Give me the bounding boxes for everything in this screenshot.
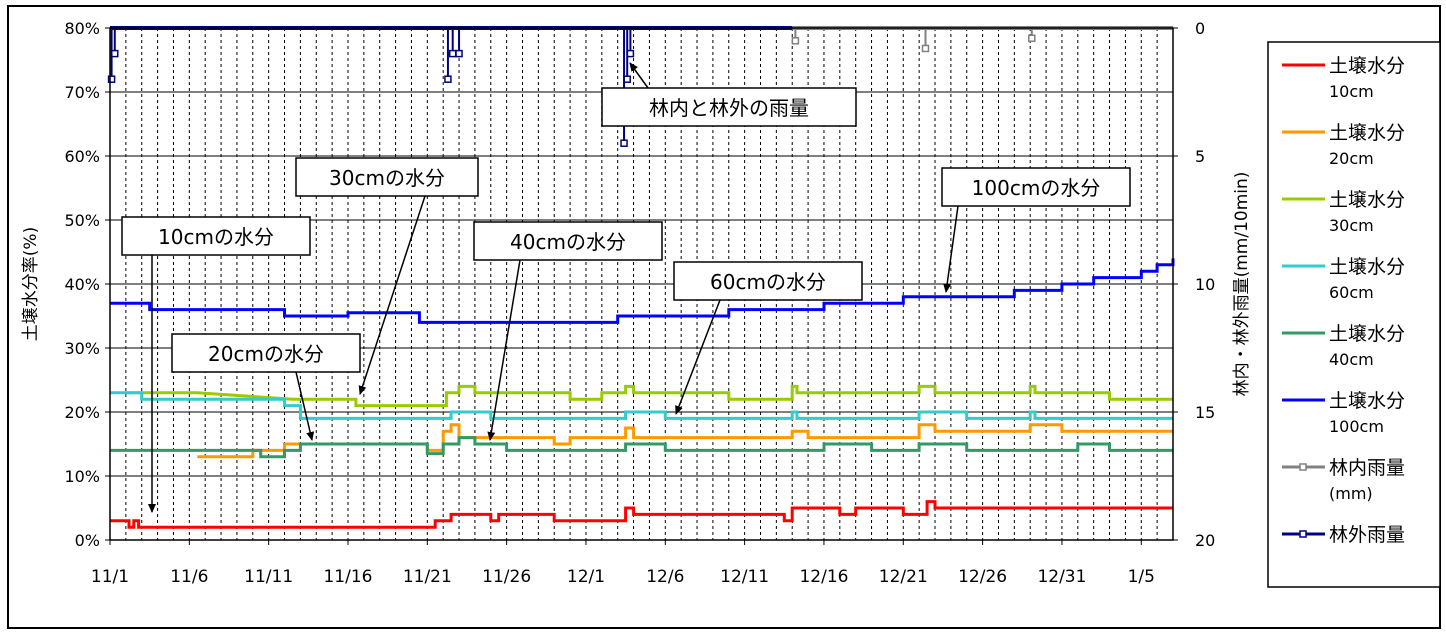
- x-tick-label: 11/1: [91, 567, 129, 587]
- y-left-tick-label: 40%: [64, 275, 100, 294]
- legend-sublabel: 40cm: [1329, 350, 1374, 369]
- legend-label: 土壌水分: [1329, 189, 1405, 211]
- rain-marker: [620, 139, 628, 147]
- legend-sublabel: 10cm: [1329, 82, 1374, 101]
- x-tick-label: 1/5: [1128, 567, 1155, 587]
- annotation-label: 30cmの水分: [329, 166, 445, 190]
- legend-label: 土壌水分: [1329, 256, 1405, 278]
- legend-label: 土壌水分: [1329, 122, 1405, 144]
- y-right-tick-label: 20: [1195, 531, 1215, 550]
- y-right-tick-label: 5: [1195, 147, 1205, 166]
- y-left-tick-label: 80%: [64, 19, 100, 38]
- legend-label: 土壌水分: [1329, 55, 1405, 77]
- y-left-tick-label: 60%: [64, 147, 100, 166]
- rain-marker: [444, 75, 452, 83]
- series-line: [110, 436, 1173, 459]
- y-right-tick-label: 15: [1195, 403, 1215, 422]
- annotation-arrow: [943, 205, 959, 293]
- rain-marker: [626, 49, 635, 58]
- y-left-tick-label: 0%: [75, 531, 100, 550]
- annotations: 10cmの水分 20cmの水分 30cmの水分 40cmの水分 60cmの水分 100cm…: [121, 62, 1131, 513]
- annotation-label: 40cmの水分: [510, 230, 626, 254]
- legend-marker: [1299, 530, 1307, 538]
- legend: 土壌水分 10cm 土壌水分 20cm 土壌水分 30cm 土壌水分 60cm 土壌水分 40cm…: [1267, 41, 1441, 588]
- y-right-axis-title: 林内・林外雨量(mm/10min): [1232, 172, 1252, 397]
- y-left-tick-label: 20%: [64, 403, 100, 422]
- annotation-arrow: [487, 259, 521, 441]
- annotation-label: 10cmの水分: [158, 225, 274, 249]
- x-tick-label: 11/11: [244, 567, 293, 587]
- rain-marker: [111, 49, 119, 58]
- annotation-label: 20cmの水分: [208, 342, 324, 366]
- annotation-box: [295, 157, 479, 197]
- legend-marker: [1299, 463, 1307, 471]
- y-left-tick-label: 70%: [64, 83, 100, 102]
- x-tick-label: 12/26: [958, 567, 1007, 587]
- y-left-tick-label: 50%: [64, 211, 100, 230]
- x-tick-label: 12/16: [799, 567, 848, 587]
- annotation-label: 100cmの水分: [972, 176, 1101, 200]
- x-tick-label: 11/21: [403, 567, 452, 587]
- series-line: [110, 500, 1173, 529]
- rain-marker: [107, 75, 116, 83]
- legend-label: 林内雨量: [1329, 457, 1405, 479]
- annotation-label: 60cmの水分: [710, 270, 826, 294]
- rain-marker: [623, 75, 631, 83]
- x-tick-label: 12/11: [720, 567, 769, 587]
- annotation-box: [673, 261, 863, 301]
- annotation-arrow: [295, 371, 315, 441]
- x-tick-label: 11/26: [482, 567, 531, 587]
- legend-sublabel: 60cm: [1329, 283, 1374, 302]
- y-right-tick-label: 10: [1195, 275, 1215, 294]
- legend-sublabel: (mm): [1329, 484, 1373, 503]
- rain-marker: [921, 44, 930, 53]
- annotation-box: [941, 167, 1131, 207]
- legend-sublabel: 20cm: [1329, 149, 1374, 168]
- x-tick-label: 12/6: [646, 567, 684, 587]
- y-left-tick-label: 30%: [64, 339, 100, 358]
- x-tick-label: 12/31: [1037, 567, 1086, 587]
- annotation-box: [171, 333, 361, 373]
- x-tick-label: 12/1: [567, 567, 605, 587]
- legend-sublabel: 30cm: [1329, 216, 1374, 235]
- annotation-box: [601, 87, 857, 127]
- series-line: [110, 258, 1175, 324]
- annotation-box: [121, 216, 311, 256]
- x-tick-label: 11/6: [170, 567, 208, 587]
- annotation-arrow: [358, 195, 426, 395]
- rain-marker: [455, 49, 463, 58]
- y-right-tick-label: 0: [1195, 19, 1205, 38]
- series-line: [110, 391, 1173, 420]
- annotation-arrow: [629, 62, 649, 89]
- legend-sublabel: 100cm: [1329, 417, 1384, 436]
- legend-label: 土壌水分: [1329, 323, 1405, 345]
- y-left-tick-label: 10%: [64, 467, 100, 486]
- rain-marker: [791, 37, 800, 45]
- x-tick-label: 12/21: [879, 567, 928, 587]
- y-left-axis-title: 土壌水分率(%): [21, 227, 41, 341]
- annotation-arrow: [675, 299, 721, 415]
- annotation-box: [473, 221, 663, 261]
- rain-marker: [448, 49, 457, 58]
- legend-label: 林外雨量: [1329, 524, 1405, 546]
- rain-marker: [1028, 34, 1036, 42]
- series-line: [125, 384, 1173, 408]
- annotation-label: 林内と林外の雨量: [649, 96, 809, 120]
- x-tick-label: 11/16: [323, 567, 372, 587]
- legend-label: 土壌水分: [1329, 390, 1405, 412]
